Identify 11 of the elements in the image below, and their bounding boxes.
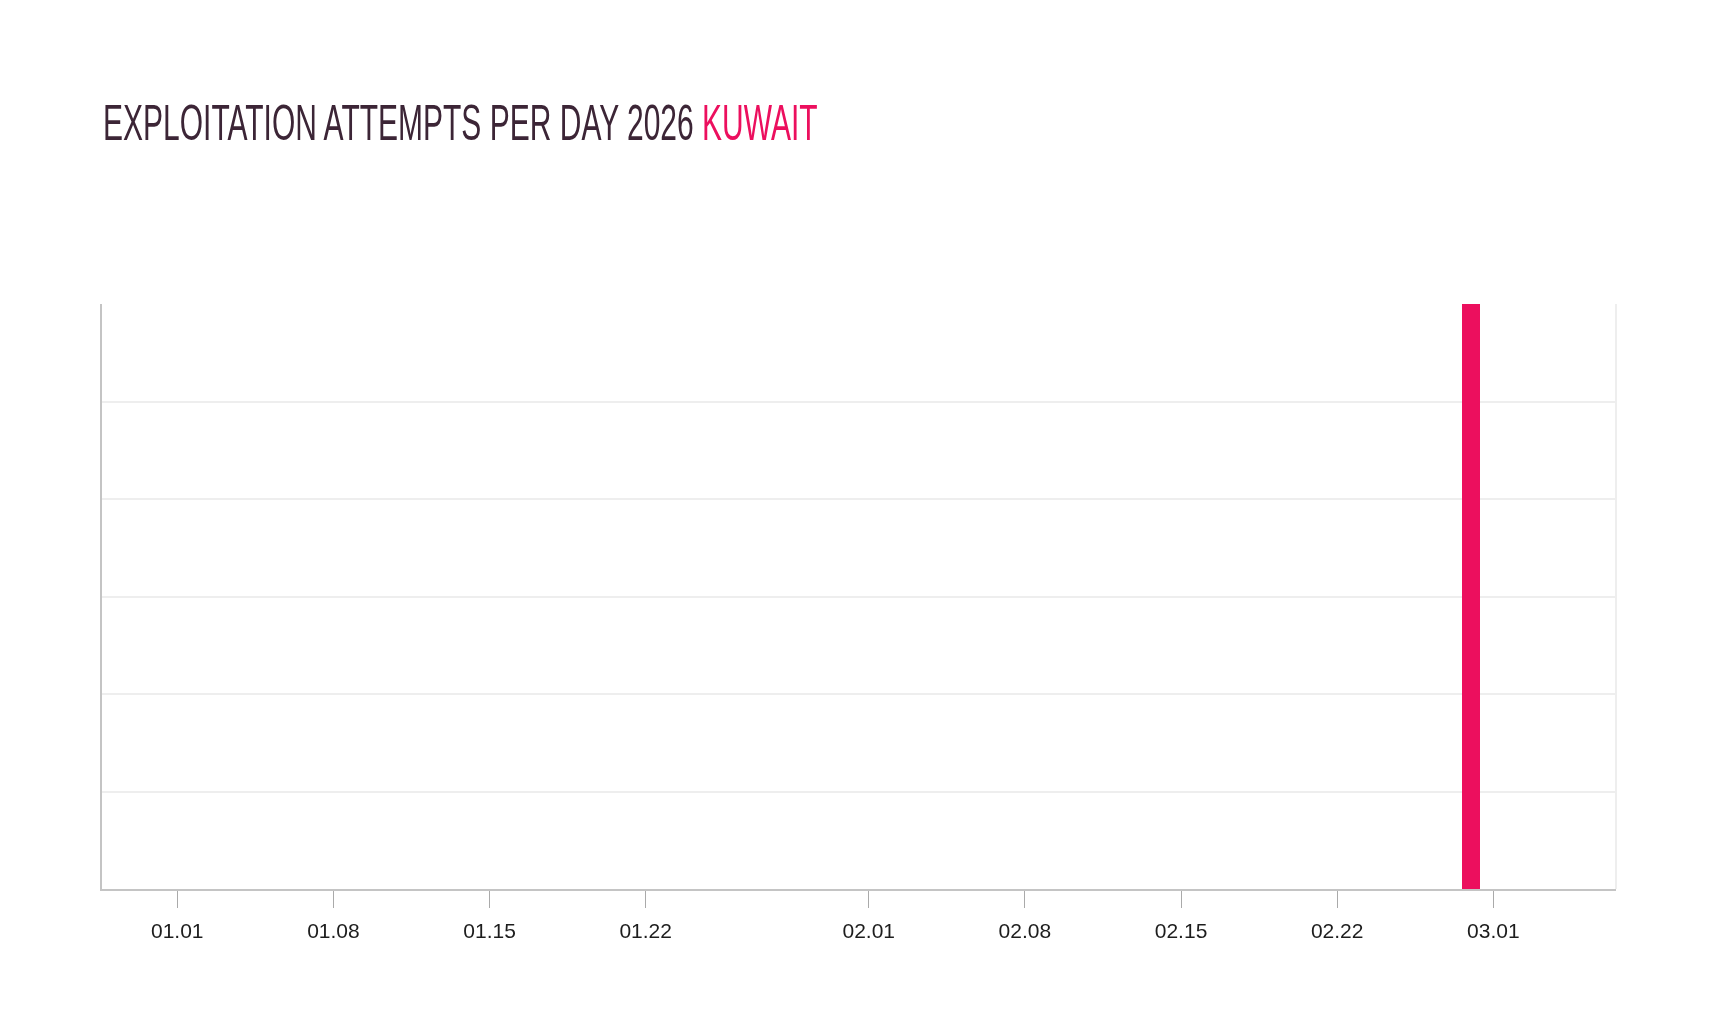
x-tick-label: 03.01 xyxy=(1467,919,1520,943)
chart-title: EXPLOITATION ATTEMPTS PER DAY 2026 xyxy=(103,95,694,151)
x-tick-label: 02.01 xyxy=(842,919,896,943)
x-tick-label: 02.08 xyxy=(998,919,1052,943)
x-tick-label: 02.22 xyxy=(1310,919,1364,943)
x-tick-label: 01.15 xyxy=(463,919,516,943)
x-tick-label: 01.08 xyxy=(307,919,360,943)
x-tick-label: 02.15 xyxy=(1154,919,1208,943)
chart-subtitle: KUWAIT xyxy=(702,95,818,151)
x-tick-label: 01.22 xyxy=(619,919,672,943)
x-tick-label: 01.01 xyxy=(151,919,204,943)
